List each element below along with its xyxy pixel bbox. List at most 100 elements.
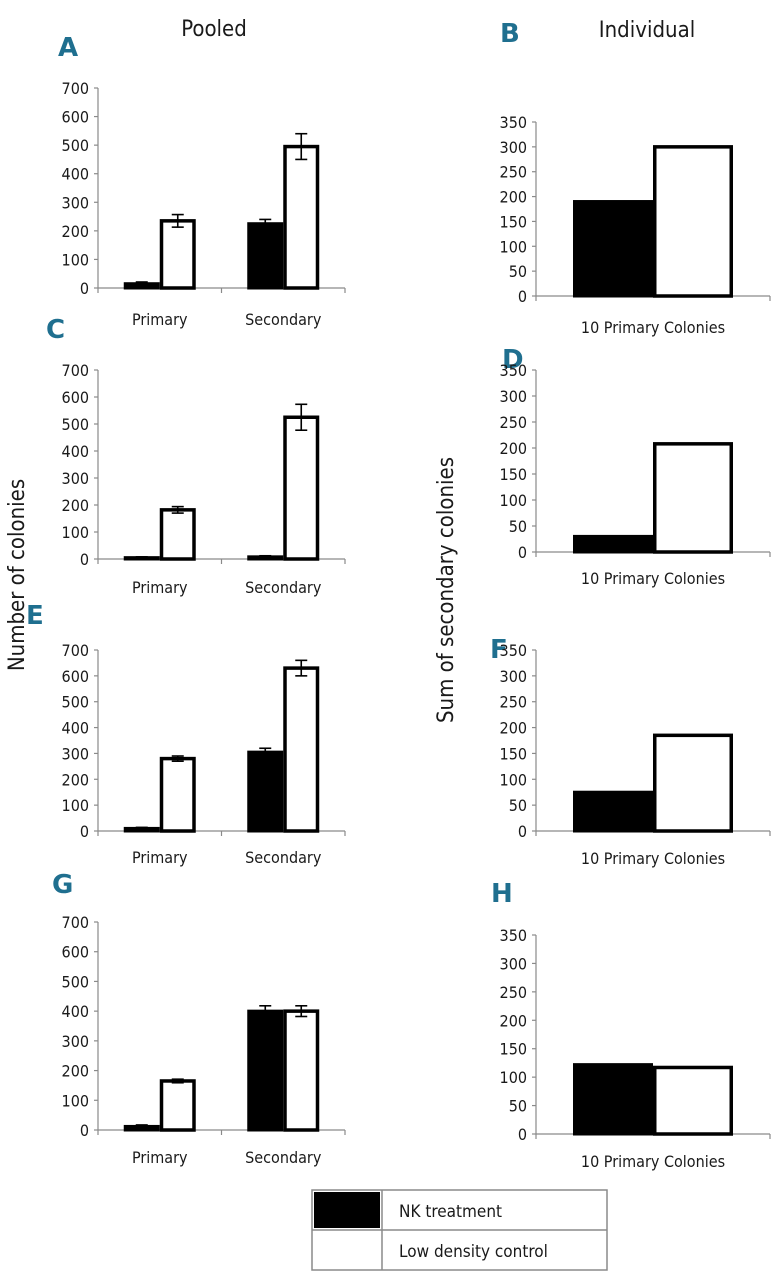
- chart-h: H 0 50 100 150 200 250 300 350 10 Primary Colonie…: [491, 879, 771, 1171]
- chart-g-y-tick-label: 500: [62, 972, 89, 991]
- chart-f: F 0 50 100 150 200 250 300 350 10 Primary Colonie…: [490, 635, 771, 868]
- chart-g-y-tick-label: 600: [62, 943, 89, 962]
- chart-a: A 0 100 200 300 400 500 600 700 Primary Secondary: [58, 33, 346, 329]
- legend-label-low-density-control: Low density control: [399, 1242, 548, 1262]
- chart-e-y-tick-label: 500: [62, 693, 89, 712]
- chart-a-y-tick-label: 200: [62, 222, 89, 241]
- chart-c-y-tick-label: 0: [80, 550, 89, 569]
- chart-a-y-tick-label: 700: [62, 79, 89, 98]
- chart-c-y-tick-label: 500: [62, 415, 89, 434]
- chart-g-error-bar: [259, 1004, 272, 1018]
- legend-swatch-nk-treatment: [314, 1192, 380, 1228]
- chart-g-y-tick-label: 0: [80, 1121, 89, 1140]
- chart-h-y-tick-label: 50: [509, 1097, 527, 1116]
- chart-h-y-tick-label: 0: [518, 1125, 527, 1144]
- chart-h-bar-low-density-control: [653, 1065, 733, 1136]
- chart-e-error-bar: [295, 659, 308, 677]
- chart-f-y-tick-label: 100: [500, 770, 527, 789]
- chart-e-error-bar: [259, 747, 272, 757]
- chart-e-y-tick-label: 600: [62, 667, 89, 686]
- chart-c-error-bar: [135, 556, 148, 560]
- chart-c-y-tick-label: 100: [62, 523, 89, 542]
- chart-h-y-tick-label: 300: [500, 954, 527, 973]
- chart-h-category-label: 10 Primary Colonies: [581, 1152, 725, 1171]
- chart-a-error-bar: [295, 132, 308, 161]
- chart-b-bar-nk-treatment: [573, 200, 653, 298]
- chart-c-y-tick-label: 700: [62, 361, 89, 380]
- chart-b-y-tick-label: 50: [509, 262, 527, 281]
- chart-d-y-tick-label: 50: [509, 517, 527, 536]
- chart-g-panel-letter: G: [52, 870, 73, 900]
- chart-a-error-bar: [171, 213, 184, 228]
- chart-e-y-tick-label: 0: [80, 822, 89, 841]
- chart-b-y-tick-label: 100: [500, 237, 527, 256]
- chart-e: E 0 100 200 300 400 500 600 700 Primary Secondary: [26, 601, 346, 867]
- chart-c: C 0 100 200 300 400 500 600 700 Primary Secondary: [46, 315, 346, 597]
- chart-e-error-bar: [135, 826, 148, 831]
- chart-e-panel-letter: E: [26, 601, 44, 631]
- chart-f-y-tick-label: 50: [509, 796, 527, 815]
- chart-a-y-tick-label: 400: [62, 165, 89, 184]
- chart-d-y-tick-label: 300: [500, 387, 527, 406]
- chart-a-bar-low-density-control: [283, 144, 320, 290]
- chart-g-bar-nk-treatment: [247, 1009, 284, 1132]
- chart-e-bar-nk-treatment: [247, 750, 284, 833]
- chart-c-category-label: Primary: [132, 578, 188, 597]
- chart-f-panel-letter: F: [490, 635, 508, 665]
- chart-g-y-tick-label: 400: [62, 1002, 89, 1021]
- column-title-pooled: Pooled: [181, 17, 247, 42]
- chart-h-y-tick-label: 250: [500, 983, 527, 1002]
- chart-e-error-bar: [171, 755, 184, 762]
- chart-c-error-bar: [259, 554, 272, 559]
- chart-a-error-bar: [135, 281, 148, 287]
- chart-c-bar-low-density-control: [159, 508, 196, 561]
- chart-g-bar-low-density-control: [283, 1009, 320, 1132]
- chart-d-y-tick-label: 0: [518, 543, 527, 562]
- chart-a-y-tick-label: 300: [62, 193, 89, 212]
- chart-h-y-tick-label: 150: [500, 1040, 527, 1059]
- chart-h-bar-nk-treatment: [573, 1063, 653, 1136]
- chart-g-y-tick-label: 700: [62, 913, 89, 932]
- chart-a-bar-nk-treatment: [247, 222, 284, 290]
- chart-f-y-tick-label: 350: [500, 641, 527, 660]
- chart-h-y-tick-label: 200: [500, 1011, 527, 1030]
- chart-f-category-label: 10 Primary Colonies: [581, 849, 725, 868]
- chart-a-y-tick-label: 100: [62, 250, 89, 269]
- legend-label-nk-treatment: NK treatment: [399, 1202, 502, 1222]
- chart-d-y-tick-label: 200: [500, 439, 527, 458]
- chart-c-y-tick-label: 400: [62, 442, 89, 461]
- chart-h-y-tick-label: 350: [500, 926, 527, 945]
- legend: NK treatment Low density control: [311, 1189, 608, 1271]
- chart-e-bar-low-density-control: [283, 666, 320, 833]
- chart-b-y-tick-label: 200: [500, 188, 527, 207]
- chart-e-category-label: Primary: [132, 848, 188, 867]
- chart-h-y-tick-label: 100: [500, 1068, 527, 1087]
- chart-g-error-bar: [135, 1124, 148, 1129]
- chart-c-bar-low-density-control: [283, 415, 320, 561]
- chart-g-error-bar: [295, 1004, 308, 1018]
- chart-c-error-bar: [295, 403, 308, 432]
- chart-c-y-tick-label: 300: [62, 469, 89, 488]
- chart-d: D 0 50 100 150 200 250 300 350 10 Primary Colonie…: [500, 345, 771, 588]
- chart-a-category-label: Primary: [132, 310, 188, 329]
- chart-g-y-tick-label: 100: [62, 1091, 89, 1110]
- chart-a-category-label: Secondary: [245, 310, 322, 329]
- chart-a-y-tick-label: 0: [80, 279, 89, 298]
- chart-f-y-tick-label: 200: [500, 719, 527, 738]
- chart-b-bar-low-density-control: [653, 145, 733, 298]
- chart-a-error-bar: [259, 218, 272, 229]
- chart-d-y-tick-label: 100: [500, 491, 527, 510]
- chart-g-bar-low-density-control: [159, 1079, 196, 1132]
- chart-b-category-label: 10 Primary Colonies: [581, 318, 725, 337]
- chart-g: G 0 100 200 300 400 500 600 700 Primary Secondary: [52, 870, 346, 1167]
- chart-d-y-tick-label: 150: [500, 465, 527, 484]
- chart-a-y-tick-label: 500: [62, 136, 89, 155]
- chart-d-bar-nk-treatment: [573, 534, 653, 554]
- chart-f-y-tick-label: 0: [518, 822, 527, 841]
- chart-h-panel-letter: H: [491, 879, 513, 909]
- chart-g-y-tick-label: 300: [62, 1032, 89, 1051]
- chart-e-y-tick-label: 200: [62, 770, 89, 789]
- chart-e-y-tick-label: 700: [62, 641, 89, 660]
- chart-d-y-tick-label: 250: [500, 413, 527, 432]
